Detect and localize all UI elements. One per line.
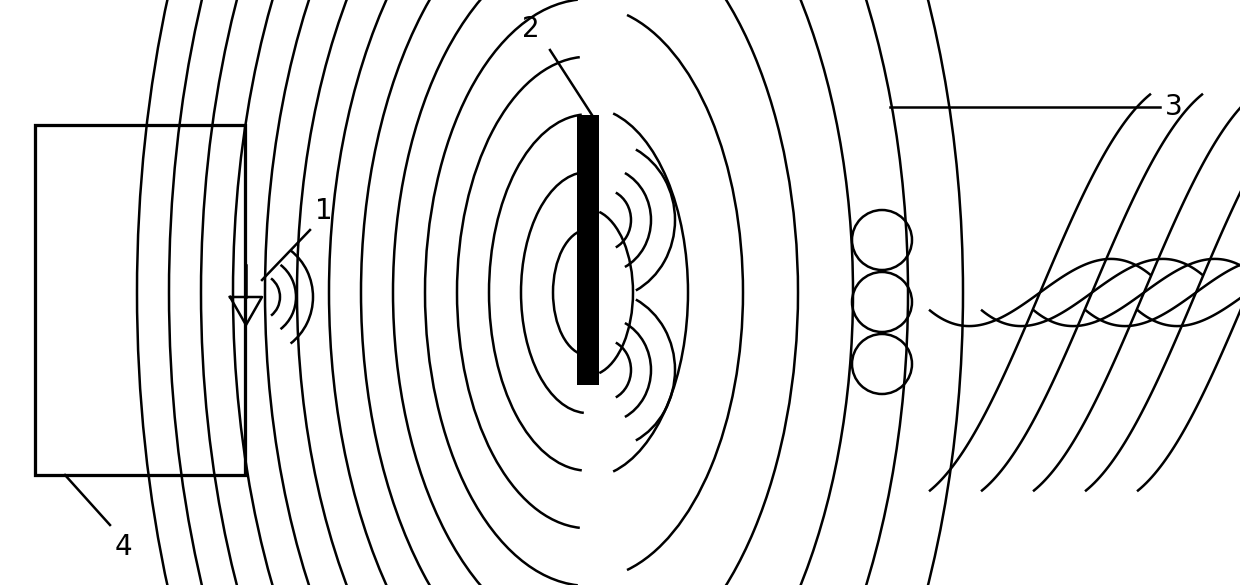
Text: 4: 4 <box>115 533 133 561</box>
Text: 3: 3 <box>1166 93 1183 121</box>
Bar <box>577 115 599 385</box>
Text: 1: 1 <box>315 197 332 225</box>
Text: 2: 2 <box>522 15 539 43</box>
Bar <box>35 125 246 475</box>
